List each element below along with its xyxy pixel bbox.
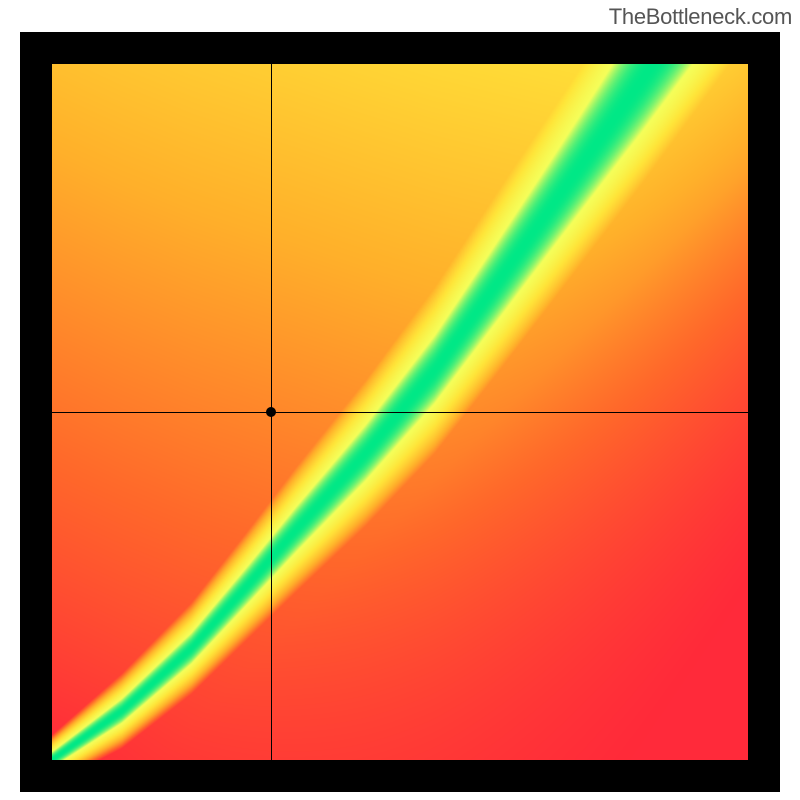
chart-frame [20,32,780,792]
crosshair-dot [266,407,276,417]
crosshair-horizontal [52,412,748,413]
watermark-text: TheBottleneck.com [609,4,792,30]
image-root: TheBottleneck.com [0,0,800,800]
